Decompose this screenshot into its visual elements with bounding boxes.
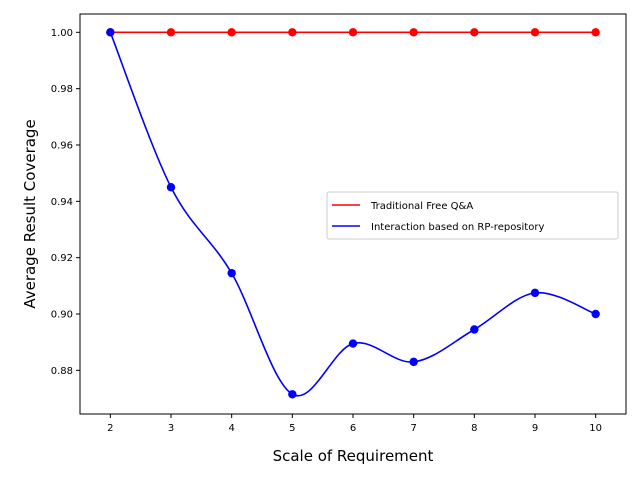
x-tick-label: 5 xyxy=(289,423,295,434)
data-point xyxy=(348,339,358,348)
data-point xyxy=(106,28,115,37)
data-point xyxy=(166,28,176,37)
x-tick-label: 8 xyxy=(471,423,477,434)
legend-label: Traditional Free Q&A xyxy=(370,201,473,212)
x-tick-label: 10 xyxy=(589,423,602,434)
series-0 xyxy=(106,28,600,37)
data-point xyxy=(591,309,600,319)
x-tick-label: 6 xyxy=(350,423,356,434)
x-axis: 2 3 4 5 6 7 8 9 10 xyxy=(107,414,602,434)
legend: Traditional Free Q&A Interaction based on… xyxy=(326,191,619,240)
series-line xyxy=(109,32,596,397)
x-tick-label: 4 xyxy=(228,423,234,434)
y-tick-label: 0.92 xyxy=(51,253,73,264)
data-point xyxy=(409,28,418,37)
data-point xyxy=(470,28,479,37)
x-tick-label: 9 xyxy=(532,423,538,434)
y-axis-title: Average Result Coverage xyxy=(21,119,39,308)
y-axis: 0.88 0.90 0.92 0.94 0.96 0.98 1.00 xyxy=(51,28,80,377)
data-point xyxy=(409,357,418,367)
y-tick-label: 1.00 xyxy=(51,28,73,39)
legend-label: Interaction based on RP-repository xyxy=(371,222,544,233)
data-point xyxy=(288,390,297,399)
x-tick-label: 2 xyxy=(107,423,113,434)
data-point xyxy=(348,28,358,37)
data-point xyxy=(288,28,297,37)
x-axis-title: Scale of Requirement xyxy=(273,447,434,465)
data-point xyxy=(227,268,236,278)
series-layer xyxy=(106,28,600,399)
y-tick-label: 0.88 xyxy=(51,366,73,377)
y-tick-label: 0.96 xyxy=(51,140,73,151)
data-point xyxy=(470,325,479,334)
legend-box xyxy=(326,191,619,240)
series-1 xyxy=(106,28,600,399)
data-point xyxy=(166,183,176,192)
data-point xyxy=(530,28,540,37)
y-tick-label: 0.98 xyxy=(51,84,73,95)
y-tick-label: 0.94 xyxy=(51,197,73,208)
x-tick-label: 3 xyxy=(168,423,174,434)
data-point xyxy=(227,28,236,37)
y-tick-label: 0.90 xyxy=(51,310,73,321)
data-point xyxy=(530,288,540,298)
x-tick-label: 7 xyxy=(410,423,416,434)
data-point xyxy=(591,28,600,37)
